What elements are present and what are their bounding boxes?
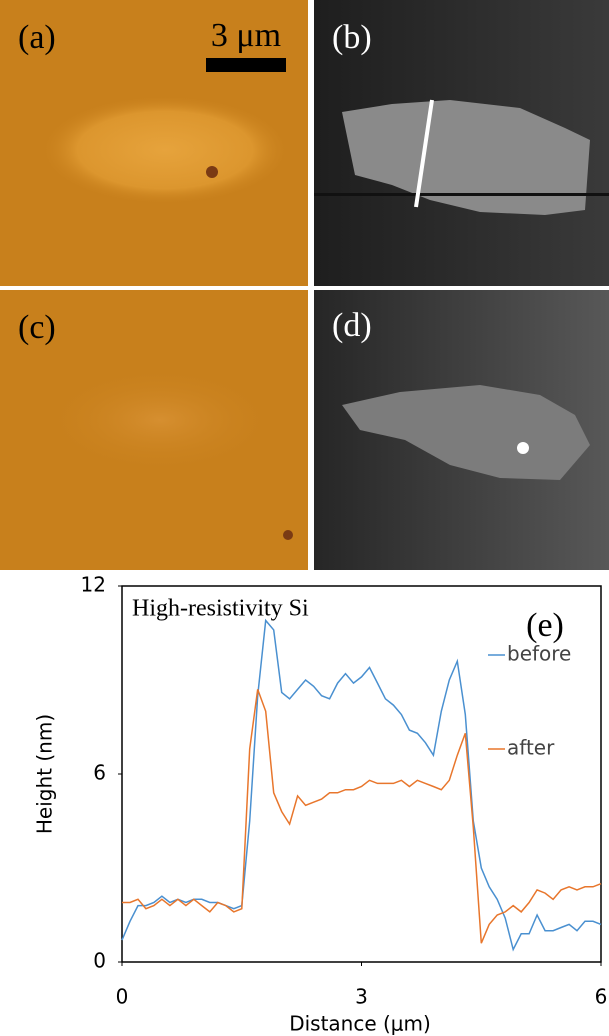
panel-label: (c): [18, 309, 56, 346]
y-axis-label: Height (nm): [33, 714, 57, 834]
legend-label: before: [507, 642, 571, 666]
x-tick-label: 3: [355, 985, 368, 1009]
x-tick-label: 0: [116, 985, 129, 1009]
panel-label: (d): [332, 307, 372, 344]
figure: (a) 3 μm (b) (c) (d) High-resistivity Si…: [0, 0, 609, 1036]
spot: [517, 442, 529, 454]
chart-title: High-resistivity Si: [132, 596, 309, 622]
scan-line: [314, 193, 609, 196]
flake: [40, 95, 290, 205]
y-tick-label: 12: [81, 573, 106, 597]
data-line: [122, 689, 601, 943]
flake: [40, 365, 280, 475]
x-tick-label: 6: [595, 985, 608, 1009]
legend-label: after: [507, 736, 555, 760]
panel-label: (e): [526, 607, 564, 644]
y-tick-label: 6: [93, 761, 106, 785]
x-axis-label: Distance (μm): [289, 1012, 431, 1036]
panel-label: (b): [332, 19, 372, 56]
panel-label: (a): [18, 19, 56, 56]
scale-bar: [206, 58, 286, 72]
spot: [206, 166, 218, 178]
y-tick-label: 0: [93, 949, 106, 973]
spot: [283, 530, 293, 540]
scale-bar-label: 3 μm: [211, 17, 281, 54]
